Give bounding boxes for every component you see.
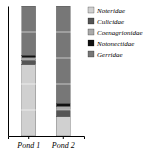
axis-line [9, 137, 85, 140]
legend-label: Culicidae [97, 18, 124, 26]
legend-label: Noteridae [96, 7, 125, 15]
bar [56, 110, 70, 117]
series [22, 6, 70, 104]
plot: Pond 1 Pond 2 [8, 6, 85, 150]
legend-item: Coenagrionidae [88, 29, 143, 37]
bar [56, 106, 70, 110]
legend-swatch [88, 40, 94, 46]
legend-item: Culicidae [88, 18, 124, 26]
bar [22, 65, 36, 137]
tick-mark [28, 136, 29, 139]
tick: Pond 2 [51, 136, 75, 150]
grid-line [8, 84, 84, 85]
legend-label: Coenagrionidae [97, 29, 143, 37]
axis-line [8, 7, 9, 137]
tick: Pond 1 [16, 136, 40, 150]
y-axis [8, 7, 9, 137]
legend-item: Notonectidae [88, 40, 134, 48]
tick-label: Pond 1 [16, 141, 40, 150]
bar [22, 55, 36, 58]
grid [8, 32, 84, 110]
legend: Noteridae Culicidae Coenagrionidae Notonect… [88, 7, 143, 59]
bar [56, 104, 70, 107]
bars [22, 6, 70, 136]
bar [56, 117, 70, 137]
legend-swatch [88, 18, 94, 24]
legend-item: Noteridae [88, 7, 125, 15]
bar [22, 58, 36, 61]
tick-mark [63, 136, 64, 139]
x-axis: Pond 1 Pond 2 [9, 136, 85, 150]
bar [22, 61, 36, 65]
legend-swatch [88, 29, 94, 35]
grid-line [8, 58, 84, 59]
legend-item: Gerridae [88, 51, 123, 59]
legend-swatch [88, 51, 94, 57]
legend-label: Notonectidae [96, 40, 134, 48]
legend-label: Gerridae [97, 51, 123, 59]
chart: Pond 1 Pond 2 Noteridae Culicidae Coenagrion… [0, 0, 150, 150]
grid-line [8, 32, 84, 33]
bar [56, 6, 70, 104]
tick-label: Pond 2 [51, 141, 75, 150]
legend-swatch [88, 7, 94, 13]
grid-line [8, 110, 84, 111]
bar [22, 6, 36, 55]
